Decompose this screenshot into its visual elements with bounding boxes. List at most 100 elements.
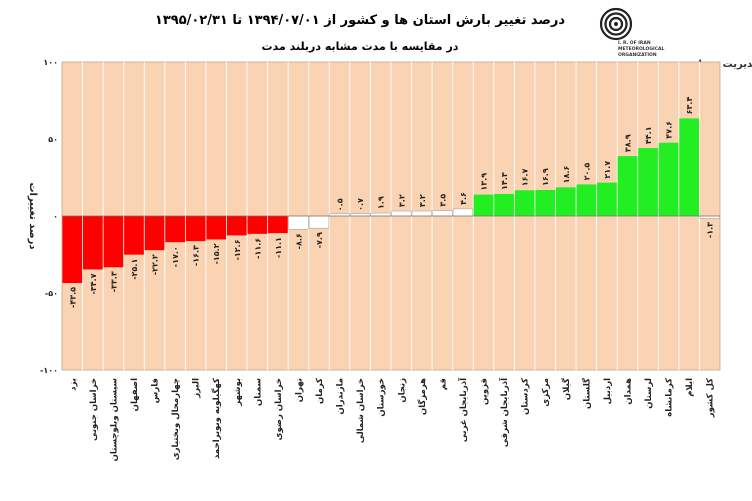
value-label: ۳.۲	[397, 194, 406, 207]
x-tick-label: مرکزی	[541, 378, 551, 407]
bar	[494, 193, 514, 216]
x-tick-label: هرمزگان	[417, 378, 428, 415]
x-tick-label: گلستان	[581, 378, 592, 409]
logo-text-2: METEOROLOGICAL	[618, 46, 664, 52]
x-tick-label: چهارمحال وبختیاری	[171, 378, 181, 460]
value-label: -۳۴.۷	[89, 273, 98, 294]
bar	[103, 216, 124, 268]
value-label: ۱۶.۷	[521, 168, 530, 186]
value-label: -۲۲.۲	[151, 254, 160, 275]
x-tick-label: قم	[438, 378, 448, 390]
logo-text-1: I. R. OF IRAN	[618, 40, 651, 46]
x-tick-label: آذربایجان غربی	[457, 377, 469, 442]
value-label: -۱۱.۶	[253, 238, 262, 259]
y-tick-label: -۱۰۰	[40, 366, 58, 375]
value-label: -۱۶.۳	[192, 245, 201, 266]
x-tick-label: قزوین	[480, 378, 490, 405]
x-tick-label: بوشهر	[233, 378, 243, 407]
value-label: -۷.۹	[315, 232, 324, 248]
bar	[473, 194, 494, 216]
bar	[535, 189, 556, 216]
value-label: ۰.۵	[336, 198, 345, 211]
bar	[144, 216, 165, 251]
value-label: -۸.۶	[294, 233, 303, 249]
value-label: -۱۱.۱	[274, 237, 283, 258]
bar	[62, 216, 83, 283]
x-tick-label: اصفهان	[130, 378, 140, 411]
bar	[308, 215, 330, 229]
x-tick-label: آذربایجان شرقی	[498, 377, 510, 447]
x-tick-label: خراسان شمالی	[356, 378, 366, 443]
value-label: ۳۸.۹	[623, 134, 632, 152]
value-label: ۲۱.۷	[603, 161, 612, 179]
x-tick-label: گیلان	[561, 378, 572, 400]
x-tick-label: کهگیلویه وبویراحمد	[211, 378, 222, 459]
value-label: ۳.۵	[438, 194, 447, 207]
x-tick-labels: یزد خراسان جنوبی سیستان وبلوچستان اصفهان فار…	[68, 377, 715, 461]
bar	[432, 210, 453, 217]
y-tick-label: -۵۰	[45, 289, 58, 298]
value-label: -۲۵.۱	[130, 259, 139, 280]
value-label: ۶۳.۴	[685, 97, 694, 115]
value-label: -۳۳.۳	[109, 271, 118, 292]
bar	[124, 216, 144, 255]
value-label: ۴۷.۶	[665, 121, 674, 139]
value-label: ۴۴.۱	[644, 126, 653, 144]
bar	[452, 208, 474, 217]
x-tick-label: خراسان رضوی	[274, 378, 284, 440]
bar	[576, 184, 597, 216]
bar	[638, 148, 658, 216]
value-label: ۱۸.۶	[562, 166, 571, 184]
bars	[62, 118, 720, 283]
value-label: ۱۳.۹	[480, 173, 489, 191]
bar	[268, 216, 288, 234]
y-tick-label: ۵۰	[48, 135, 58, 144]
value-label: -۱۷.۰	[171, 246, 180, 267]
x-tick-label: خراسان جنوبی	[89, 378, 99, 441]
bar	[617, 156, 638, 216]
bar	[185, 216, 206, 242]
x-tick-label: کرمانشاه	[665, 378, 675, 417]
bar	[555, 187, 576, 216]
value-label: ۲۰.۵	[582, 163, 591, 181]
bar	[206, 216, 227, 240]
value-label: ۱۶.۹	[541, 168, 550, 186]
bar	[226, 216, 247, 236]
y-axis-label: درصد تغییرات	[27, 182, 38, 249]
chart-title: درصد تغییر بارش استان ها و کشور از ۱۳۹۴/…	[155, 13, 566, 28]
x-tick-label: البرز	[192, 378, 202, 399]
bar	[288, 215, 309, 230]
x-tick-label: خوزستان	[377, 378, 387, 417]
y-tick-labels: ۱۰۰ ۵۰ ۰ -۵۰ -۱۰۰	[40, 58, 58, 375]
logo-text-3: ORGANIZATION	[618, 52, 657, 58]
value-label: -۴۳.۵	[68, 287, 77, 308]
center-name: مرکز ملی خشکسالی و مدیریت بحران	[690, 59, 752, 70]
x-tick-label: تهران	[294, 378, 304, 402]
x-tick-label: همدان	[623, 378, 633, 405]
bar	[391, 210, 412, 217]
value-label: ۴.۶	[459, 192, 468, 205]
x-tick-label: کرمان	[315, 378, 325, 404]
value-label: ۳.۲	[418, 194, 427, 207]
bar	[597, 182, 617, 216]
x-tick-label: مازندران	[336, 378, 346, 415]
value-label: -۱۵.۲	[212, 243, 221, 264]
bar	[514, 190, 535, 216]
x-tick-label: کل کشور	[706, 378, 716, 418]
x-tick-label: اردبیل	[603, 378, 613, 405]
y-tick-label: ۱۰۰	[43, 58, 58, 67]
bar	[370, 212, 391, 217]
bar	[679, 118, 700, 216]
x-tick-label: کردستان	[521, 378, 531, 415]
bar	[658, 142, 679, 216]
value-label: ۱.۹	[377, 196, 386, 209]
bar	[82, 216, 103, 270]
value-labels: -۴۳.۵ -۳۴.۷ -۳۳.۳ -۲۵.۱ -۲۲.۲ -۱۷.۰ -۱۶.۳ -۱۵.۲…	[68, 97, 714, 308]
x-tick-label: لرستان	[644, 378, 654, 409]
bar	[165, 216, 185, 243]
meteorological-organization-logo: I. R. OF IRAN METEOROLOGICAL ORGANIZATIO…	[599, 7, 664, 58]
x-tick-label: سمنان	[253, 378, 263, 406]
y-tick-label: ۰	[53, 212, 58, 221]
